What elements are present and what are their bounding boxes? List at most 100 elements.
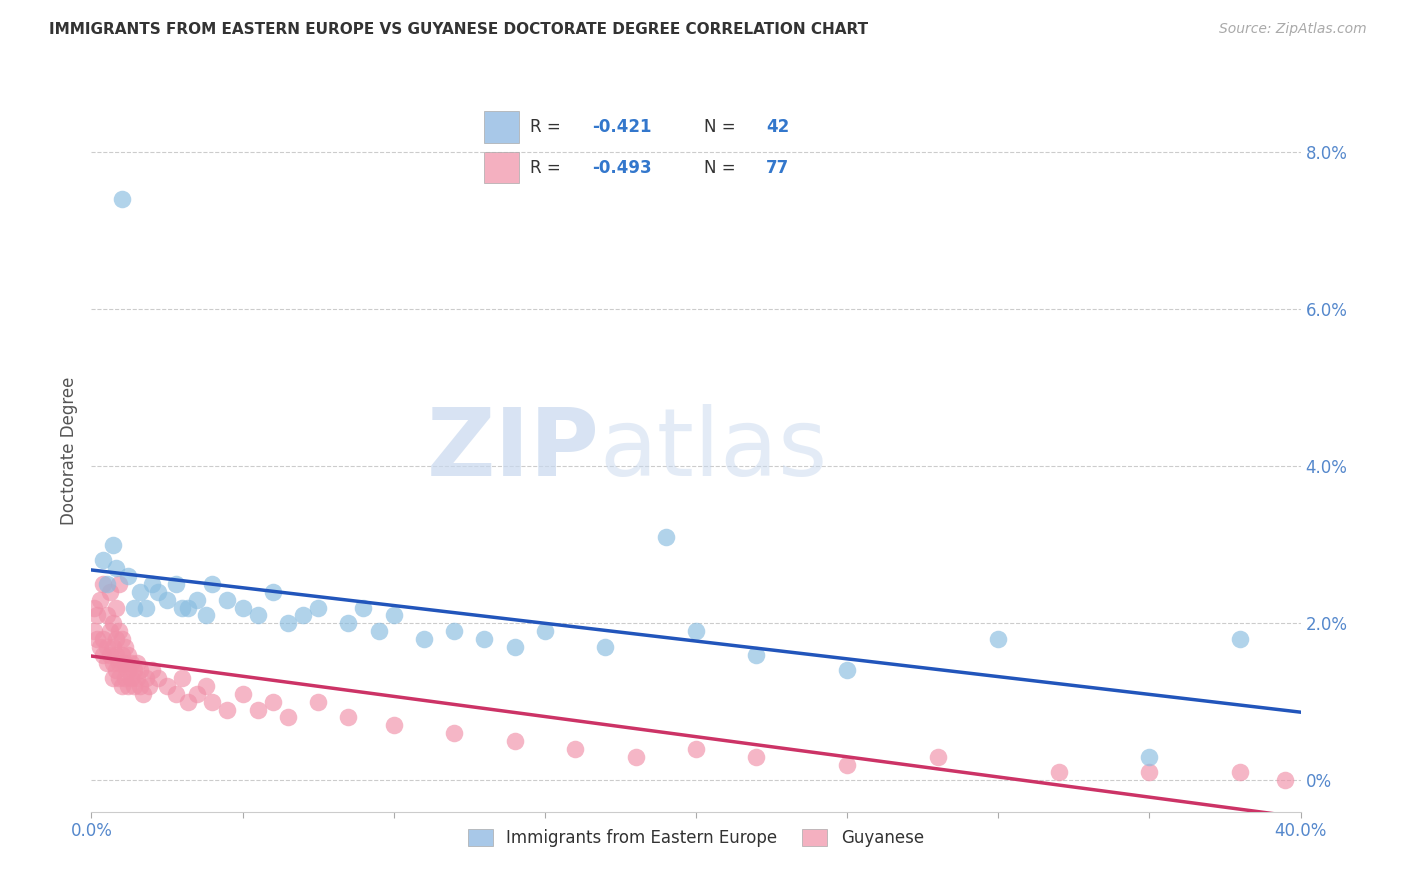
Point [128, 664, 150, 678]
Point [217, 703, 239, 717]
Point [654, 530, 676, 544]
Point [101, 656, 124, 670]
Point [120, 656, 142, 670]
Point [98, 624, 121, 639]
Point [217, 592, 239, 607]
Point [135, 671, 157, 685]
Point [104, 664, 127, 678]
Point [96, 656, 118, 670]
Point [86, 608, 108, 623]
Point [172, 671, 194, 685]
Point [231, 600, 253, 615]
Point [135, 600, 157, 615]
Point [101, 538, 124, 552]
Point [96, 640, 118, 654]
Point [262, 584, 284, 599]
Point [96, 608, 118, 623]
Point [382, 718, 405, 732]
Point [122, 600, 145, 615]
Point [195, 608, 218, 623]
Point [472, 632, 495, 646]
Text: Source: ZipAtlas.com: Source: ZipAtlas.com [1219, 22, 1367, 37]
Point [231, 687, 253, 701]
Point [107, 671, 129, 685]
Point [307, 600, 329, 615]
Point [165, 687, 187, 701]
Point [104, 648, 127, 662]
Point [132, 687, 155, 701]
Text: IMMIGRANTS FROM EASTERN EUROPE VS GUYANESE DOCTORATE DEGREE CORRELATION CHART: IMMIGRANTS FROM EASTERN EUROPE VS GUYANE… [49, 22, 869, 37]
Point [107, 656, 129, 670]
Point [120, 671, 142, 685]
Point [685, 742, 707, 756]
Point [503, 640, 526, 654]
Point [927, 749, 949, 764]
Point [83, 624, 105, 639]
Y-axis label: Doctorate Degree: Doctorate Degree [59, 376, 77, 524]
Point [165, 577, 187, 591]
Point [172, 600, 194, 615]
Point [107, 624, 129, 639]
Point [177, 695, 200, 709]
Point [93, 577, 115, 591]
Point [89, 640, 111, 654]
Point [125, 671, 148, 685]
Point [104, 600, 127, 615]
Point [114, 640, 136, 654]
Point [146, 584, 169, 599]
Point [307, 695, 329, 709]
Point [1139, 765, 1161, 780]
Point [146, 671, 169, 685]
Point [128, 584, 150, 599]
Point [201, 695, 224, 709]
Point [367, 624, 389, 639]
Point [104, 632, 127, 646]
Point [125, 656, 148, 670]
Point [107, 577, 129, 591]
Point [83, 600, 105, 615]
Point [177, 600, 200, 615]
Point [246, 703, 269, 717]
Point [111, 192, 132, 206]
Point [277, 710, 299, 724]
Point [104, 561, 127, 575]
Point [246, 608, 269, 623]
Point [564, 742, 586, 756]
Point [1229, 765, 1251, 780]
Point [117, 648, 139, 662]
Point [186, 687, 208, 701]
Point [122, 664, 145, 678]
Point [98, 584, 121, 599]
Point [101, 671, 124, 685]
Point [1274, 773, 1296, 788]
Point [987, 632, 1010, 646]
Point [156, 679, 179, 693]
Point [201, 577, 224, 591]
Point [117, 664, 139, 678]
Point [292, 608, 315, 623]
Point [745, 749, 768, 764]
Point [624, 749, 647, 764]
Point [1229, 632, 1251, 646]
Point [413, 632, 436, 646]
Point [835, 664, 858, 678]
Point [835, 757, 858, 772]
Point [111, 679, 132, 693]
Point [138, 679, 160, 693]
Point [141, 664, 163, 678]
Text: ZIP: ZIP [426, 404, 599, 497]
Point [352, 600, 374, 615]
Point [117, 679, 139, 693]
Point [262, 695, 284, 709]
Point [101, 640, 124, 654]
Point [533, 624, 555, 639]
Point [111, 656, 132, 670]
Point [128, 679, 150, 693]
Point [337, 710, 360, 724]
Point [156, 592, 179, 607]
Point [101, 616, 124, 631]
Point [93, 648, 115, 662]
Point [93, 632, 115, 646]
Point [141, 577, 163, 591]
Point [96, 577, 118, 591]
